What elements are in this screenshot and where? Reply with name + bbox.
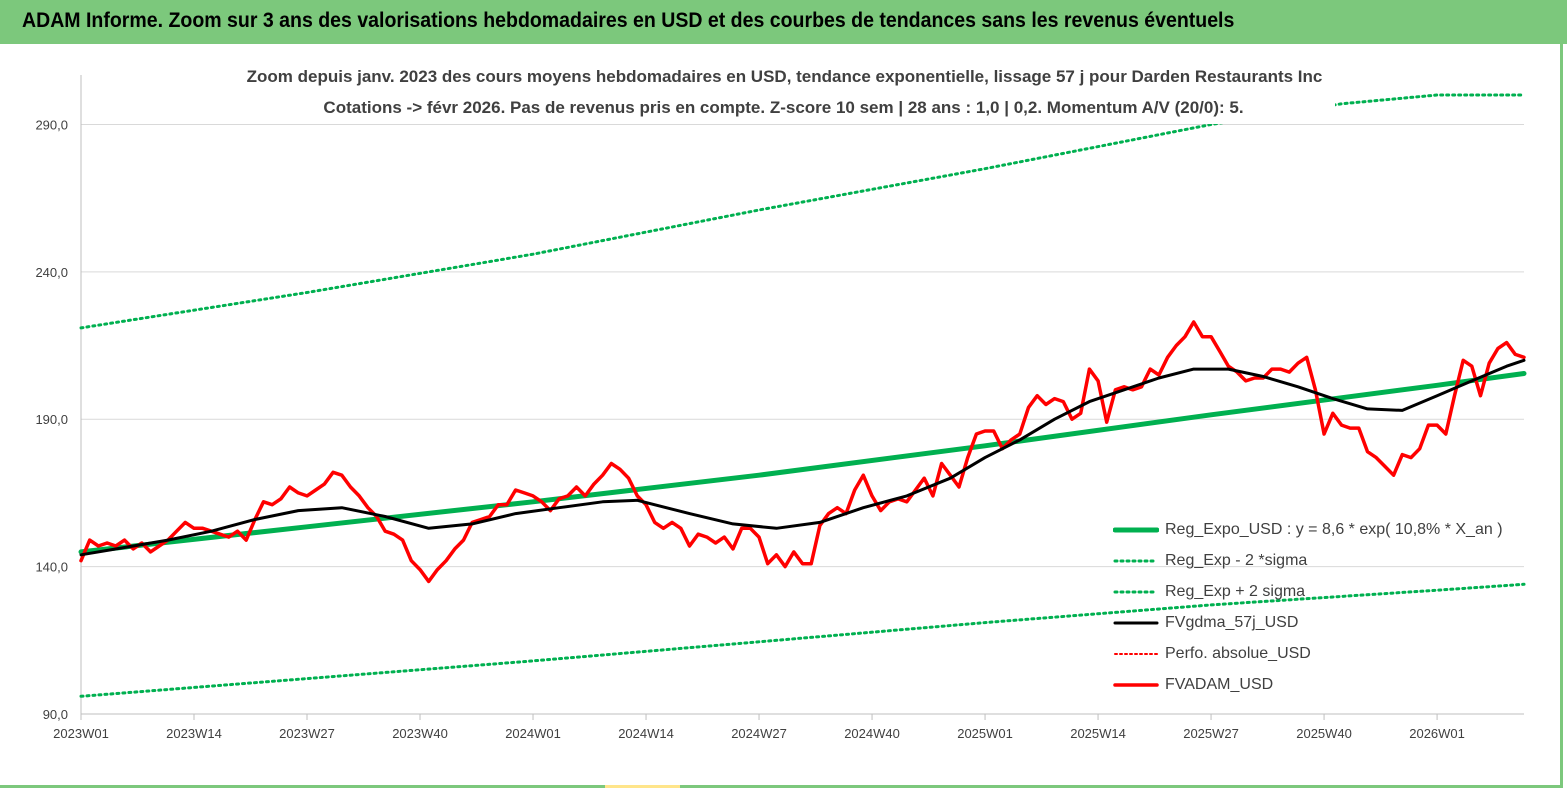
report-banner-title: ADAM Informe. Zoom sur 3 ans des valoris… [22, 9, 1235, 32]
x-axis-ticks: 2023W01 2023W14 2023W27 2023W40 2024W01 2024W… [53, 714, 1465, 741]
legend-item: Reg_Exp - 2 *sigma [1113, 545, 1503, 576]
legend-item: FVgdma_57j_USD [1113, 607, 1503, 638]
legend-label: FVADAM_USD [1165, 675, 1274, 693]
legend-item: FVADAM_USD [1113, 669, 1503, 700]
series-lines [78, 93, 1527, 698]
x-tick-label: 2025W14 [1070, 726, 1126, 741]
legend-label: FVgdma_57j_USD [1165, 613, 1299, 631]
x-tick-label: 2024W01 [505, 726, 561, 741]
x-tick-label: 2025W40 [1296, 726, 1352, 741]
x-tick-label: 2023W40 [392, 726, 448, 741]
legend-label: Reg_Exp - 2 *sigma [1165, 551, 1308, 569]
legend-label: Perfo. absolue_USD [1165, 644, 1311, 662]
legend-swatch [1113, 621, 1159, 624]
legend-swatch [1114, 652, 1158, 655]
smoothed-line [79, 358, 1526, 557]
chart-frame [0, 44, 1563, 788]
x-tick-label: 2023W01 [53, 726, 109, 741]
legend-item: Reg_Expo_USD : y = 8,6 * exp( 10,8% * X_… [1113, 514, 1503, 545]
legend-label: Reg_Expo_USD : y = 8,6 * exp( 10,8% * X_… [1165, 520, 1503, 538]
x-tick-label: 2024W14 [618, 726, 674, 741]
chart-legend: Reg_Expo_USD : y = 8,6 * exp( 10,8% * X_… [1113, 514, 1503, 700]
legend-swatch [1113, 682, 1159, 687]
legend-swatch [1113, 590, 1159, 593]
y-tick-label: 140,0 [35, 560, 68, 575]
legend-swatch [1113, 559, 1159, 562]
x-tick-label: 2025W01 [957, 726, 1013, 741]
chart-title: Zoom depuis janv. 2023 des cours moyens … [246, 67, 1323, 86]
y-tick-label: 90,0 [43, 707, 68, 722]
x-tick-label: 2024W40 [844, 726, 900, 741]
legend-label: Reg_Exp + 2 sigma [1165, 582, 1306, 600]
x-tick-label: 2023W14 [166, 726, 222, 741]
y-tick-label: 240,0 [35, 265, 68, 280]
x-tick-label: 2023W27 [279, 726, 335, 741]
report-banner: ADAM Informe. Zoom sur 3 ans des valoris… [0, 0, 1567, 44]
regression-line [78, 371, 1527, 555]
legend-item: Perfo. absolue_USD [1113, 638, 1503, 669]
chart-subtitle: Cotations -> févr 2026. Pas de revenus p… [323, 98, 1244, 117]
y-tick-label: 290,0 [35, 117, 68, 132]
legend-swatch [1113, 527, 1159, 532]
y-tick-label: 190,0 [35, 412, 68, 427]
lower-band-line [79, 582, 1526, 698]
price-line [79, 320, 1526, 584]
x-tick-label: 2026W01 [1409, 726, 1465, 741]
x-tick-label: 2024W27 [731, 726, 787, 741]
upper-band-line [79, 93, 1526, 330]
chart-title-background [225, 62, 1335, 124]
y-axis-ticks: 90,0 140,0 190,0 240,0 290,0 [35, 117, 68, 722]
grid-lines [80, 75, 1524, 715]
bottom-marker [605, 785, 680, 788]
legend-item: Reg_Exp + 2 sigma [1113, 576, 1503, 607]
x-tick-label: 2025W27 [1183, 726, 1239, 741]
